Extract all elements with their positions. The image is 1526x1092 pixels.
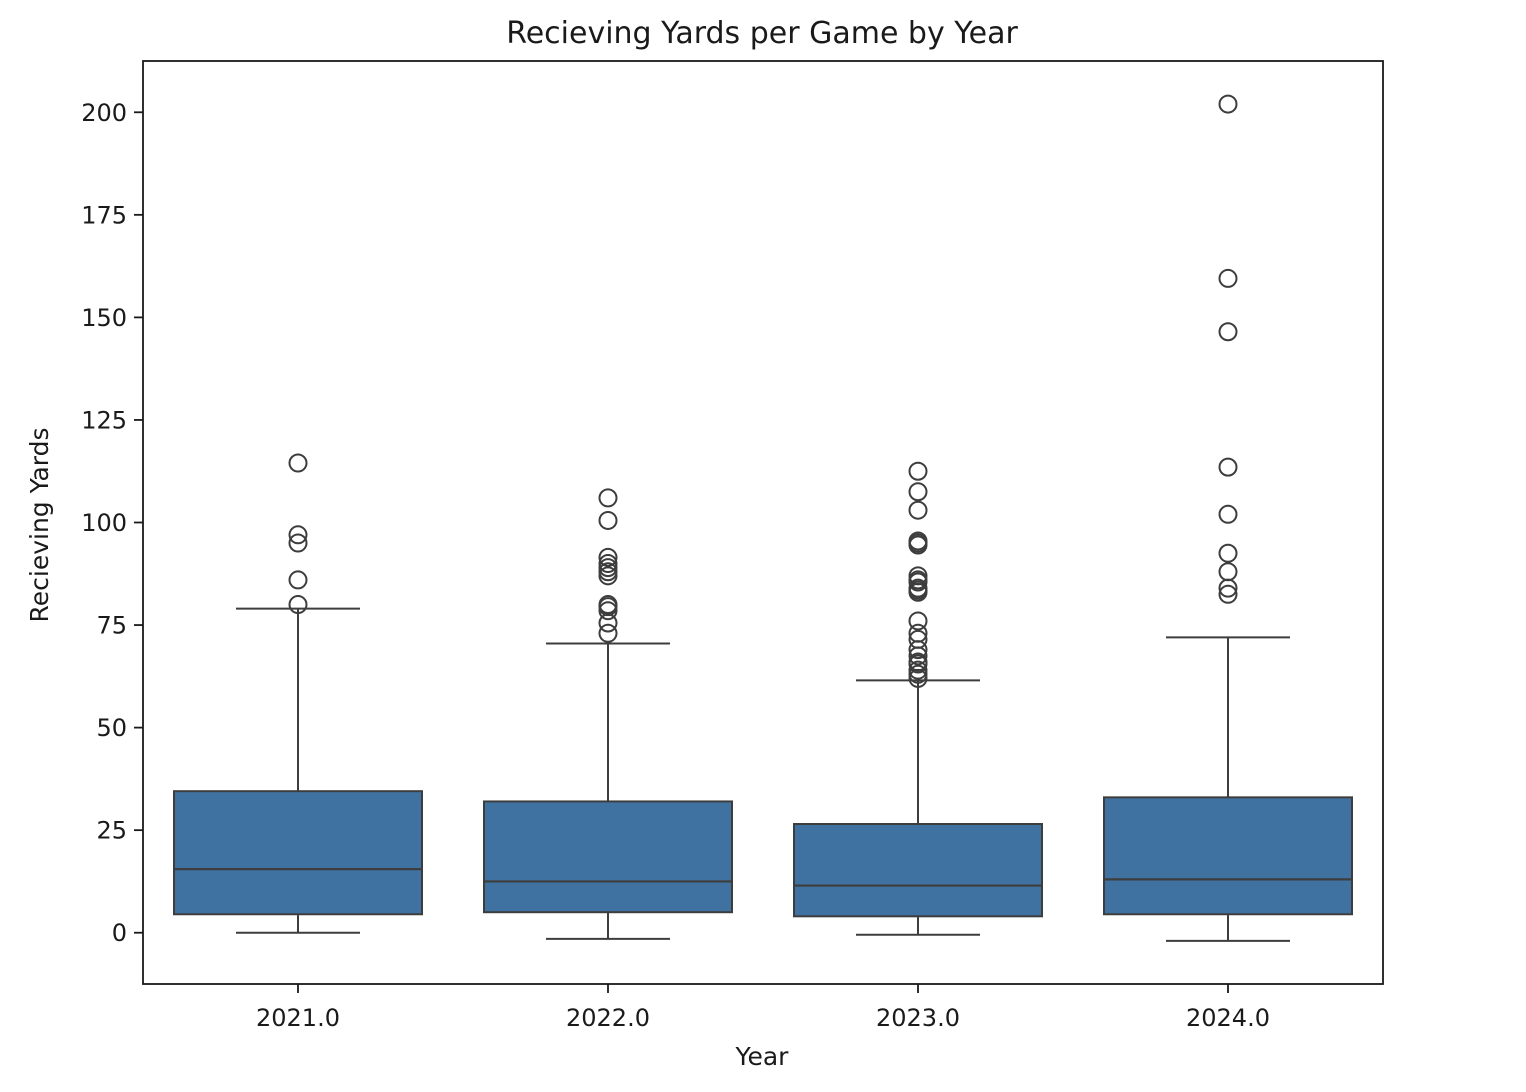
- box-iqr: [173, 790, 423, 916]
- box-group: [1103, 94, 1353, 942]
- outlier-point: [598, 623, 618, 643]
- y-tick-label: 100: [81, 509, 127, 537]
- outlier-point: [908, 572, 928, 592]
- x-tick-label: 2024.0: [1186, 1004, 1270, 1032]
- outlier-point: [288, 570, 308, 590]
- outlier-point: [908, 461, 928, 481]
- outlier-point: [908, 482, 928, 502]
- outlier-point: [598, 510, 618, 530]
- plot-area: [173, 94, 1353, 942]
- outlier-point: [908, 500, 928, 520]
- outlier-point: [598, 488, 618, 508]
- outlier-point: [598, 566, 618, 586]
- outlier-point: [598, 547, 618, 567]
- outlier-point: [598, 613, 618, 633]
- outlier-point: [1218, 457, 1238, 477]
- box-group: [483, 488, 733, 940]
- outlier-point: [908, 654, 928, 674]
- x-tick-label: 2021.0: [256, 1004, 340, 1032]
- box-group: [793, 461, 1043, 936]
- outlier-point: [288, 525, 308, 545]
- outlier-point: [1218, 94, 1238, 114]
- outlier-point: [908, 611, 928, 631]
- outlier-point: [288, 453, 308, 473]
- y-tick-label: 25: [96, 817, 127, 845]
- outlier-point: [1218, 504, 1238, 524]
- y-tick-label: 150: [81, 304, 127, 332]
- y-tick-label: 50: [96, 714, 127, 742]
- outlier-point: [1218, 578, 1238, 598]
- y-tick-label: 75: [96, 612, 127, 640]
- y-axis: 0 25 50 75 100 125 150 175 200: [81, 99, 143, 947]
- x-tick-label: 2023.0: [876, 1004, 960, 1032]
- chart-title: Recieving Yards per Game by Year: [506, 16, 1018, 51]
- outlier-point: [288, 595, 308, 615]
- box-iqr: [1103, 796, 1353, 916]
- y-tick-label: 125: [81, 406, 127, 434]
- outlier-point: [908, 668, 928, 688]
- box-iqr: [793, 823, 1043, 918]
- x-axis-label: Year: [735, 1042, 790, 1071]
- box-iqr: [483, 800, 733, 914]
- outlier-point: [1218, 268, 1238, 288]
- outlier-point: [908, 640, 928, 660]
- outlier-point: [598, 601, 618, 621]
- box-group: [173, 453, 423, 934]
- x-axis: 2021.0 2022.0 2023.0 2024.0: [256, 984, 1270, 1032]
- y-tick-label: 0: [112, 919, 127, 947]
- outlier-point: [1218, 584, 1238, 604]
- outlier-point: [1218, 322, 1238, 342]
- outlier-point: [1218, 562, 1238, 582]
- outlier-point: [908, 646, 928, 666]
- outlier-point: [908, 535, 928, 555]
- outlier-point: [1218, 543, 1238, 563]
- y-tick-label: 175: [81, 201, 127, 229]
- y-axis-label: Recieving Yards: [25, 428, 54, 623]
- x-tick-label: 2022.0: [566, 1004, 650, 1032]
- outlier-point: [908, 582, 928, 602]
- outlier-point: [288, 533, 308, 553]
- y-tick-label: 200: [81, 99, 127, 127]
